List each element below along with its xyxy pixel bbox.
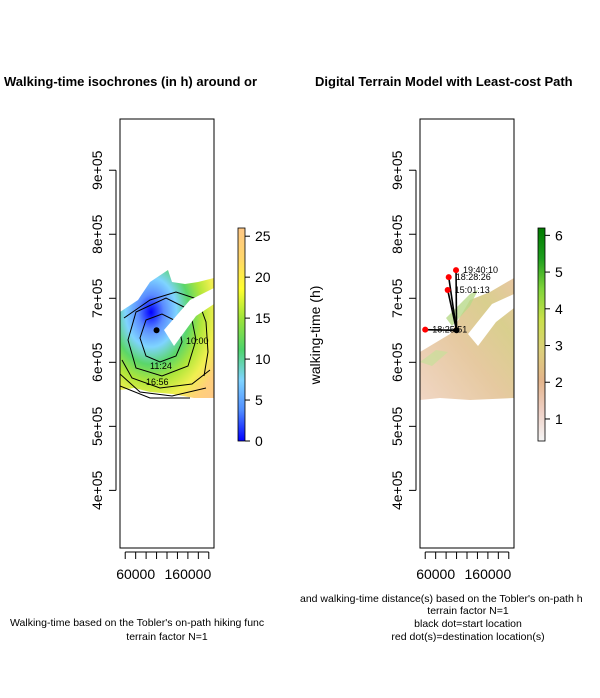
x-tick-label: 60000: [416, 566, 455, 582]
left-panel: Walking-time isochrones (in h) around or…: [4, 74, 323, 643]
right-colorbar-ticks: 1 2 3 4 5 6: [545, 227, 563, 427]
left-x-axis: 60000 160000: [116, 551, 212, 582]
contour-label: 11:24: [150, 361, 172, 371]
right-caption-line: red dot(s)=destination location(s): [391, 631, 544, 643]
colorbar-tick-label: 3: [555, 338, 563, 354]
left-colorbar-ticks: 0 5 10 15 20 25: [245, 228, 271, 449]
right-caption-line: and walking-time distance(s) based on th…: [300, 593, 583, 605]
destination-dot: [453, 267, 460, 274]
y-tick-label: 8e+05: [89, 214, 105, 254]
colorbar-tick-label: 5: [555, 264, 563, 280]
left-contour-lines: [120, 291, 211, 399]
contour-label: 16:56: [146, 377, 169, 387]
right-caption-line: black dot=start location: [414, 618, 522, 630]
left-contour-labels: 11:24 16:56 10:00: [146, 336, 209, 387]
left-caption-line: Walking-time based on the Tobler's on-pa…: [10, 617, 264, 629]
colorbar-tick-label: 25: [255, 228, 271, 244]
right-colorbar: 1 2 3 4 5 6: [537, 227, 563, 442]
destination-time-label: 19:40:10: [463, 265, 498, 275]
destination-dot: [444, 286, 451, 293]
left-plot-area: 11:24 16:56 10:00: [120, 270, 214, 399]
x-tick-label: 60000: [116, 566, 155, 582]
colorbar-tick-label: 10: [255, 351, 271, 367]
right-x-axis: 60000 160000: [416, 551, 512, 582]
right-masked-area: [468, 294, 514, 346]
left-y-axis: 4e+05 5e+05 6e+05 7e+05 8e+05 9e+05: [89, 150, 117, 511]
destination-time-label: 15:01:13: [455, 285, 490, 295]
right-caption: and walking-time distance(s) based on th…: [300, 593, 583, 643]
destination-dot: [422, 326, 429, 333]
contour-label: 10:00: [186, 336, 209, 346]
left-masked-area: [164, 288, 214, 346]
colorbar-tick-label: 1: [555, 411, 563, 427]
colorbar-tick-label: 20: [255, 269, 271, 285]
y-tick-label: 9e+05: [389, 150, 405, 190]
colorbar-tick-label: 6: [555, 227, 563, 243]
right-colorbar-rect: [537, 227, 546, 442]
right-dtm-green-patch: [420, 350, 448, 366]
colorbar-tick-label: 15: [255, 310, 271, 326]
right-caption-line: terrain factor N=1: [427, 605, 509, 617]
colorbar-tick-label: 0: [255, 433, 263, 449]
right-panel: Digital Terrain Model with Least-cost Pa…: [300, 74, 583, 643]
left-colorbar-rect: [237, 227, 246, 442]
x-tick-label: 160000: [165, 566, 212, 582]
y-tick-label: 6e+05: [389, 342, 405, 382]
y-tick-label: 6e+05: [89, 342, 105, 382]
y-tick-label: 9e+05: [89, 150, 105, 190]
right-dtm-raster: [420, 278, 514, 400]
colorbar-tick-label: 2: [555, 374, 563, 390]
y-tick-label: 5e+05: [389, 406, 405, 446]
colorbar-label: walking-time (h): [307, 286, 323, 386]
y-tick-label: 8e+05: [389, 214, 405, 254]
colorbar-tick-label: 4: [555, 301, 563, 317]
least-cost-path: [455, 270, 458, 331]
colorbar-tick-label: 5: [255, 392, 263, 408]
left-chart-title: Walking-time isochrones (in h) around or: [4, 74, 257, 89]
right-plot-frame: [419, 118, 515, 549]
destination-dot: [445, 274, 452, 281]
right-chart-title: Digital Terrain Model with Least-cost Pa…: [315, 74, 573, 89]
left-caption-line: terrain factor N=1: [126, 631, 208, 643]
y-tick-label: 5e+05: [89, 406, 105, 446]
x-tick-label: 160000: [465, 566, 512, 582]
destination-time-label: 18:28:26: [456, 272, 491, 282]
right-y-axis: 4e+05 5e+05 6e+05 7e+05 8e+05 9e+05: [389, 150, 417, 511]
left-colorbar: 0 5 10 15 20 25 walking-time (h): [237, 227, 323, 449]
left-caption: Walking-time based on the Tobler's on-pa…: [10, 617, 264, 643]
y-tick-label: 7e+05: [89, 278, 105, 318]
y-tick-label: 7e+05: [389, 278, 405, 318]
left-plot-frame: [119, 118, 215, 549]
left-start-dot: [153, 327, 160, 334]
y-tick-label: 4e+05: [89, 471, 105, 511]
right-start-dot: [453, 327, 460, 334]
y-tick-label: 4e+05: [389, 471, 405, 511]
destination-time-label: 18:25:51: [432, 325, 467, 335]
